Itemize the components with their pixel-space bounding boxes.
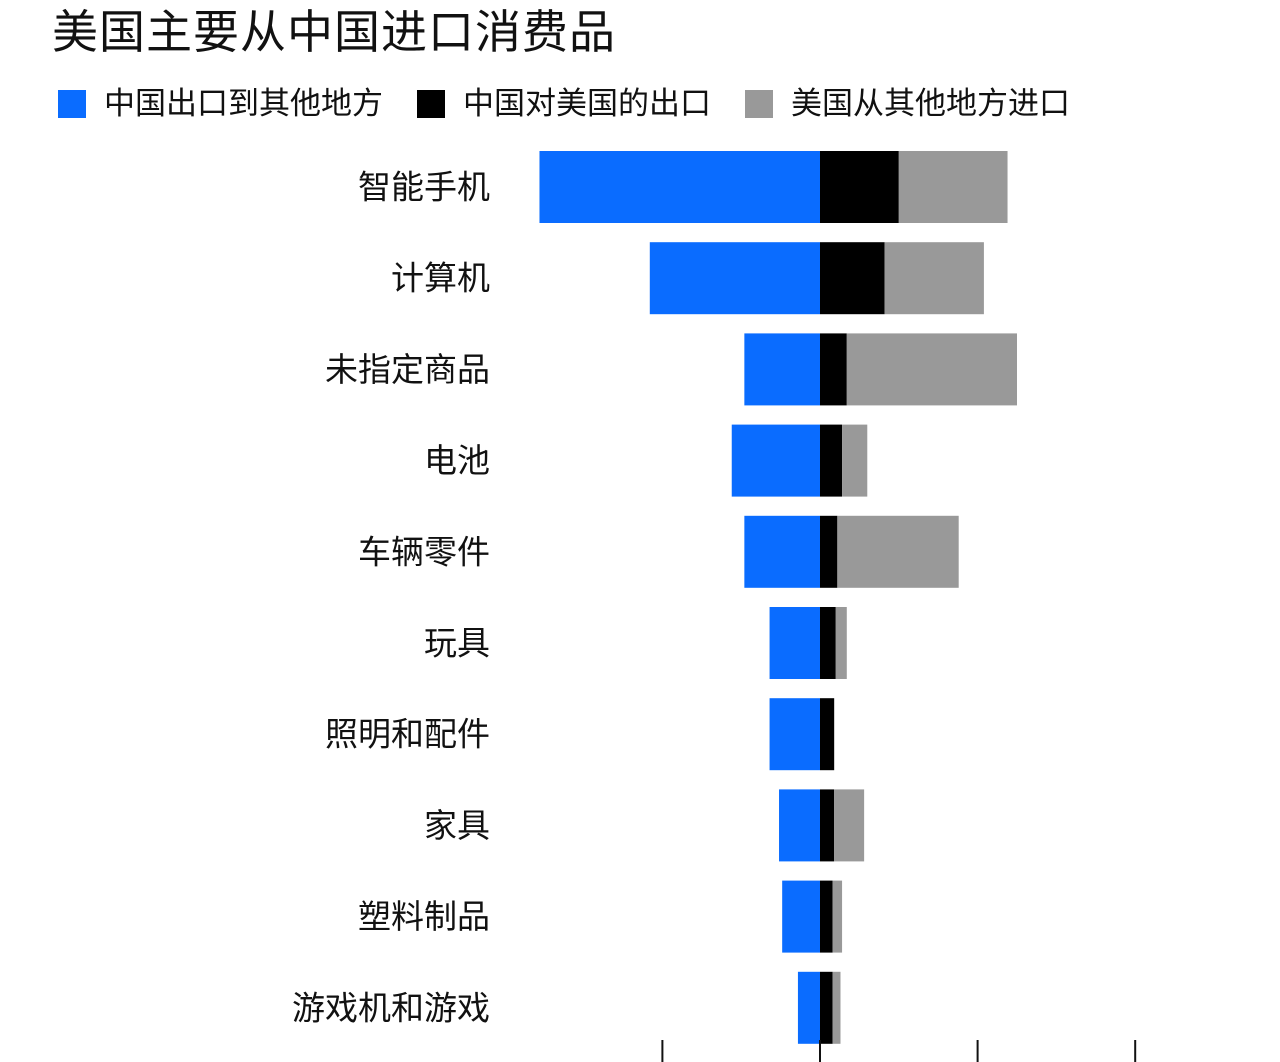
category-label: 未指定商品 [325, 350, 490, 389]
bar-blue [769, 607, 820, 679]
legend-label: 中国出口到其他地方 [104, 86, 383, 122]
bar-blue [649, 242, 820, 315]
bar-black [820, 424, 843, 497]
bar-blue [744, 333, 820, 406]
bar-black [820, 789, 835, 862]
bar-blue [779, 789, 820, 862]
bar-black [820, 971, 833, 1044]
bar-black [820, 880, 833, 953]
bar-gray [832, 971, 841, 1044]
legend-label: 美国从其他地方进口 [791, 86, 1070, 122]
bar-blue [744, 515, 820, 588]
bar-gray [834, 789, 865, 862]
bar-gray [842, 424, 868, 497]
bar-black [820, 333, 847, 406]
chart-legend: 中国出口到其他地方 中国对美国的出口 美国从其他地方进口 [58, 82, 1104, 126]
bar-black [820, 698, 835, 771]
legend-item-china-exports-elsewhere: 中国出口到其他地方 [58, 84, 383, 124]
category-label: 玩具 [424, 624, 490, 663]
legend-swatch-blue [58, 90, 86, 118]
legend-item-us-imports-elsewhere: 美国从其他地方进口 [745, 84, 1070, 124]
category-label: 游戏机和游戏 [292, 988, 490, 1027]
legend-swatch-black [417, 90, 445, 118]
bar-gray [846, 333, 1017, 406]
category-label: 照明和配件 [325, 715, 490, 754]
category-label: 塑料制品 [358, 897, 490, 936]
bar-blue [797, 971, 820, 1044]
bar-black [820, 242, 885, 315]
bar-gray [898, 151, 1008, 223]
bar-gray [837, 515, 959, 588]
category-label: 智能手机 [358, 168, 490, 207]
bar-gray [832, 880, 843, 953]
category-label: 计算机 [391, 259, 490, 298]
legend-label: 中国对美国的出口 [463, 86, 711, 122]
bar-black [820, 151, 899, 223]
bar-gray [884, 242, 984, 315]
bar-black [820, 515, 838, 588]
category-label: 家具 [424, 806, 490, 845]
legend-item-china-exports-to-us: 中国对美国的出口 [417, 84, 711, 124]
category-label: 车辆零件 [358, 532, 490, 571]
bar-blue [782, 880, 820, 953]
bar-black [820, 607, 836, 679]
bar-blue [539, 151, 820, 223]
category-label: 电池 [424, 441, 490, 480]
bar-blue [769, 698, 820, 771]
bar-blue [731, 424, 820, 497]
bar-gray [835, 607, 847, 679]
legend-swatch-gray [745, 90, 773, 118]
chart-title: 美国主要从中国进口消费品 [52, 5, 616, 59]
